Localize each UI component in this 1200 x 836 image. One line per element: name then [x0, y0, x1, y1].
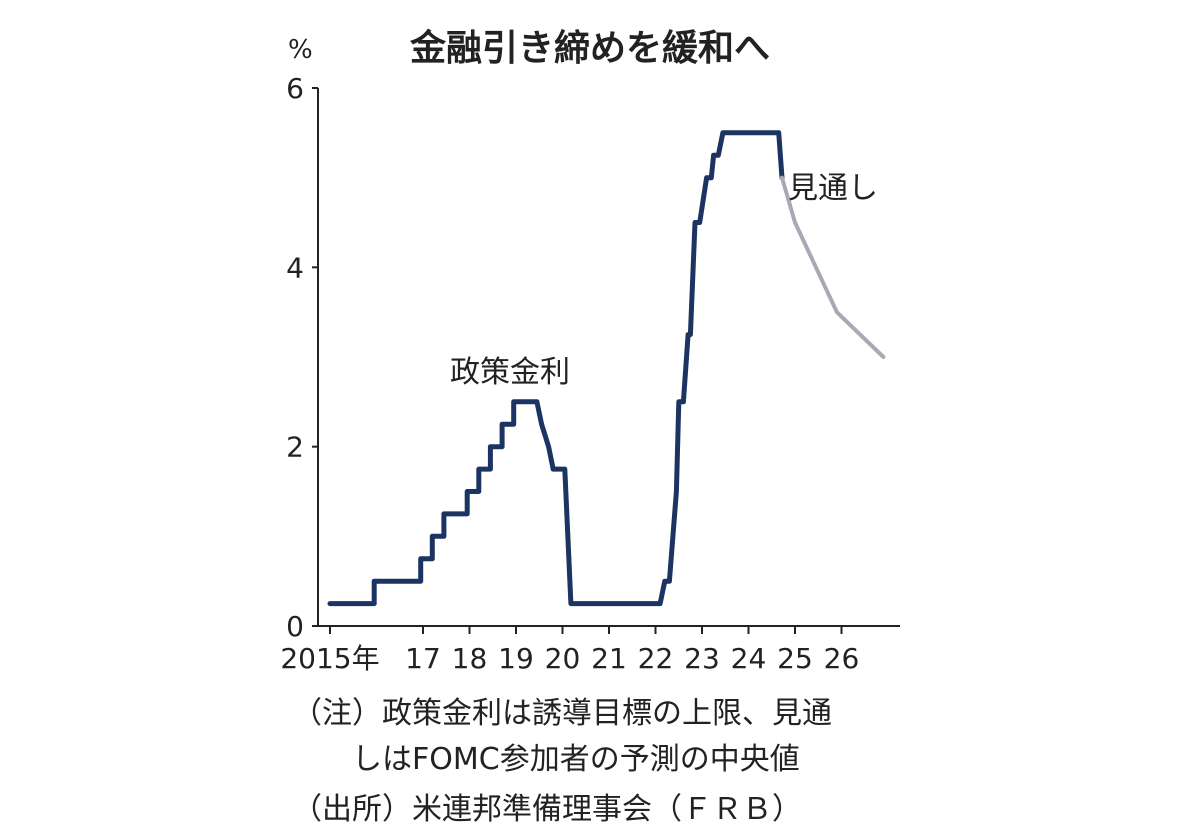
note-line-1: （注）政策金利は誘導目標の上限、見通 — [292, 696, 832, 731]
y-tick-label: 6 — [286, 72, 304, 105]
chart-title: 金融引き締めを緩和へ — [409, 27, 770, 69]
x-tick-label: 18 — [452, 642, 488, 675]
note-line-2: しはFOMC参加者の予測の中央値 — [352, 742, 800, 777]
series-line-forecast — [780, 175, 886, 359]
y-ticks: 0 2 4 6 — [286, 72, 318, 643]
x-tick-label: 19 — [498, 642, 534, 675]
x-tick-label: 21 — [591, 642, 627, 675]
x-tick-label: 2015年 — [280, 642, 379, 675]
x-tick-label: 26 — [824, 642, 860, 675]
y-tick-label: 4 — [286, 251, 304, 284]
series-group — [327, 130, 886, 607]
source-note: （出所）米連邦準備理事会（ＦＲＢ） — [292, 792, 802, 827]
x-tick-label: 24 — [731, 642, 767, 675]
x-tick-label: 20 — [545, 642, 581, 675]
y-tick-label: 0 — [286, 610, 304, 643]
x-tick-label: 25 — [777, 642, 813, 675]
series-line-policy-rate — [327, 130, 785, 607]
series-label-forecast: 見通し — [788, 171, 878, 206]
x-tick-label: 22 — [638, 642, 674, 675]
x-tick-label: 23 — [684, 642, 720, 675]
x-ticks: 2015年 17 18 19 20 21 22 23 24 25 26 — [280, 626, 859, 675]
y-unit-label: % — [288, 35, 313, 65]
x-tick-label: 17 — [405, 642, 441, 675]
y-tick-label: 2 — [286, 431, 304, 464]
series-label-policy-rate: 政策金利 — [450, 355, 570, 390]
